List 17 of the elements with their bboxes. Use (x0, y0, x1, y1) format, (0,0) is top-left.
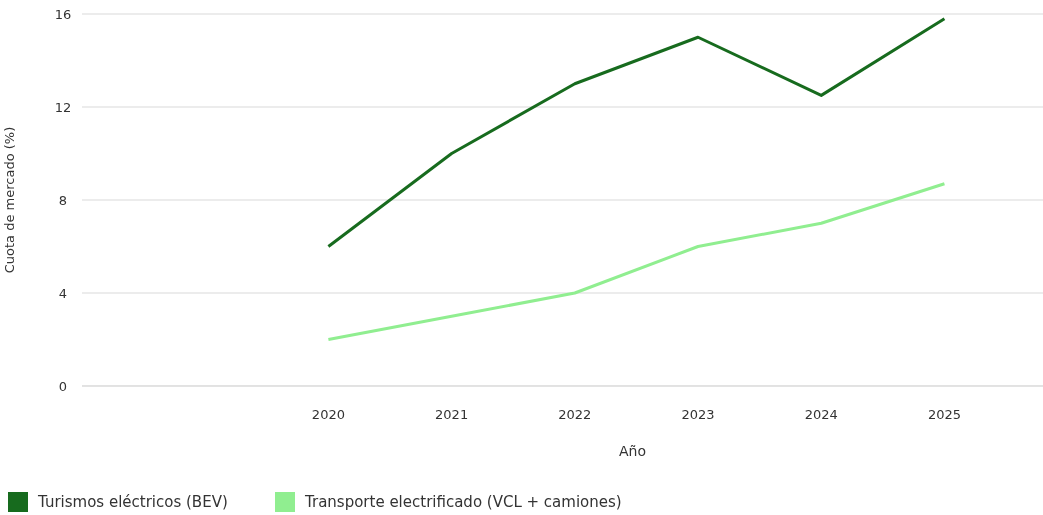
y-axis-title: Cuota de mercado (%) (2, 126, 17, 274)
x-tick-label: 2021 (435, 407, 469, 422)
y-tick-label: 12 (54, 100, 72, 115)
x-tick-label: 2025 (927, 407, 961, 422)
legend-label: Turismos eléctricos (BEV) (37, 493, 228, 511)
y-tick-label: 16 (54, 7, 72, 22)
x-tick-label: 2020 (311, 407, 345, 422)
y-tick-label: 4 (58, 286, 68, 301)
x-tick-label: 2022 (558, 407, 592, 422)
y-tick-label: 8 (58, 193, 68, 208)
line-series (326, 17, 946, 248)
x-axis-title: Año (618, 443, 647, 459)
x-tick-label: 2024 (804, 407, 838, 422)
x-tick-label: 2023 (681, 407, 715, 422)
y-tick-label: 0 (58, 379, 68, 394)
line-series (326, 182, 946, 341)
legend-label: Transporte electrificado (VCL + camiones) (304, 493, 622, 511)
